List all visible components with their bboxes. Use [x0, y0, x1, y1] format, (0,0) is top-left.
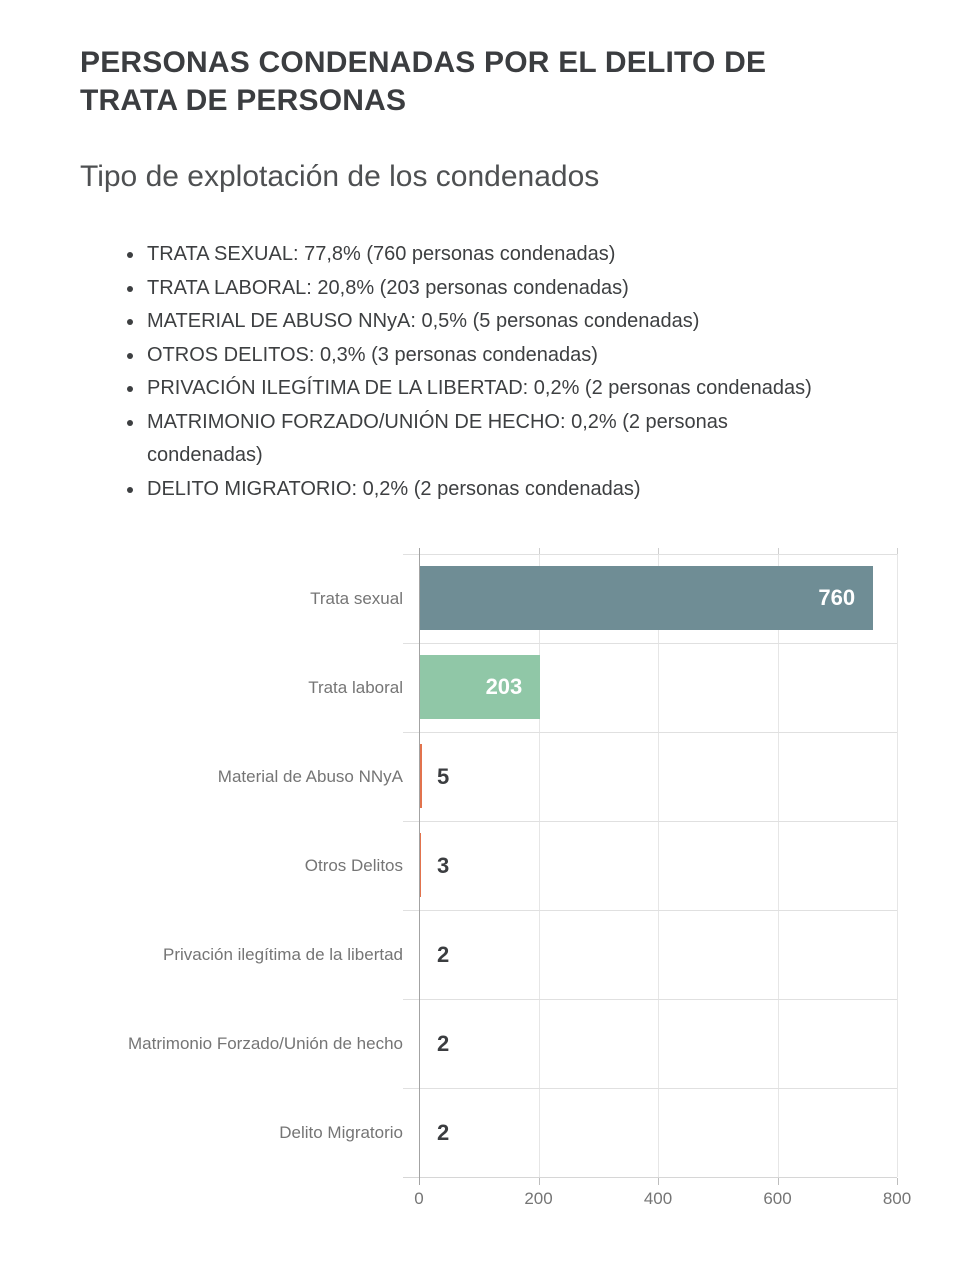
plot-area: Trata sexual 760 Trata laboral 203 Material …	[80, 548, 911, 1208]
x-axis-line	[403, 1177, 897, 1178]
bar	[419, 744, 422, 808]
chart-row: Matrimonio Forzado/Unión de hecho 2	[80, 999, 897, 1088]
summary-item: TRATA LABORAL: 20,8% (203 personas conde…	[145, 272, 927, 306]
bar-chart: Trata sexual 760 Trata laboral 203 Material …	[80, 548, 911, 1208]
x-axis-tick	[658, 1178, 659, 1185]
bar-track: 3	[403, 821, 897, 910]
row-separator	[403, 821, 897, 822]
chart-row: Material de Abuso NNyA 5	[80, 732, 897, 821]
summary-item: PRIVACIÓN ILEGÍTIMA DE LA LIBERTAD: 0,2%…	[145, 372, 927, 406]
chart-row: Trata sexual 760	[80, 554, 897, 643]
report-page: PERSONAS CONDENADAS POR EL DELITO DE TRA…	[0, 0, 955, 1177]
category-label: Material de Abuso NNyA	[217, 766, 403, 786]
category-label: Trata laboral	[308, 677, 403, 697]
summary-list: TRATA SEXUAL: 77,8% (760 personas conden…	[127, 238, 927, 506]
category-label: Trata sexual	[310, 588, 403, 608]
bar-track: 5	[403, 732, 897, 821]
x-axis-tick-label: 0	[414, 1189, 424, 1208]
bar: 760	[419, 566, 874, 630]
bar-track: 203	[403, 643, 897, 732]
gridline	[658, 554, 659, 1177]
x-axis-tick-label: 600	[763, 1189, 792, 1208]
top-tick	[538, 548, 540, 554]
gridline	[777, 554, 779, 1177]
category-label: Matrimonio Forzado/Unión de hecho	[128, 1033, 403, 1053]
bar-value-label: 5	[437, 763, 450, 789]
category-label: Privación ilegítima de la libertad	[162, 944, 403, 964]
row-separator	[403, 732, 897, 733]
category-label: Otros Delitos	[304, 855, 403, 875]
x-axis-tick	[777, 1178, 779, 1185]
summary-item: DELITO MIGRATORIO: 0,2% (2 personas cond…	[145, 473, 927, 507]
summary-item: MATERIAL DE ABUSO NNyA: 0,5% (5 personas…	[145, 305, 927, 339]
chart-rows: Trata sexual 760 Trata laboral 203 Material …	[80, 554, 897, 1177]
bar: 203	[419, 655, 541, 719]
x-axis-tick	[538, 1178, 540, 1185]
top-tick	[897, 548, 898, 554]
bar-value-label: 2	[437, 941, 450, 967]
bar-track: 2	[403, 910, 897, 999]
top-tick	[777, 548, 779, 554]
x-axis-tick-label: 400	[643, 1189, 673, 1208]
row-separator	[403, 910, 897, 911]
chart-row: Otros Delitos 3	[80, 821, 897, 910]
x-axis-tick-label: 200	[524, 1189, 553, 1208]
row-separator	[403, 1088, 897, 1089]
category-label: Delito Migratorio	[279, 1122, 403, 1142]
bar-value-label: 760	[818, 585, 856, 610]
bar-track: 2	[403, 1088, 897, 1177]
x-axis-tick-label: 800	[882, 1189, 912, 1208]
page-title: PERSONAS CONDENADAS POR EL DELITO DE TRA…	[80, 46, 767, 117]
chart-row: Delito Migratorio 2	[80, 1088, 897, 1177]
chart-row: Trata laboral 203	[80, 643, 897, 732]
bar-track: 760	[403, 554, 897, 643]
bar-value-label: 2	[437, 1119, 450, 1145]
x-axis: 0 200 400 600 800	[403, 1177, 911, 1217]
x-axis-tick	[897, 1178, 898, 1185]
row-separator	[403, 999, 897, 1000]
bar-value-label: 203	[485, 674, 523, 699]
bar-value-label: 2	[437, 1030, 450, 1056]
bar-value-label: 3	[437, 852, 450, 878]
summary-item: OTROS DELITOS: 0,3% (3 personas condenad…	[145, 339, 927, 373]
gridline	[538, 554, 540, 1177]
chart-row: Privación ilegítima de la libertad 2	[80, 910, 897, 999]
gridline	[897, 554, 898, 1177]
row-separator	[403, 554, 897, 555]
top-tick	[658, 548, 659, 554]
row-separator	[403, 643, 897, 644]
summary-item: TRATA SEXUAL: 77,8% (760 personas conden…	[145, 238, 927, 272]
bar-track: 2	[403, 999, 897, 1088]
summary-item: MATRIMONIO FORZADO/UNIÓN DE HECHO: 0,2% …	[145, 406, 927, 473]
page-subtitle: Tipo de explotación de los condenados	[80, 160, 600, 193]
y-axis-line	[419, 548, 420, 1185]
